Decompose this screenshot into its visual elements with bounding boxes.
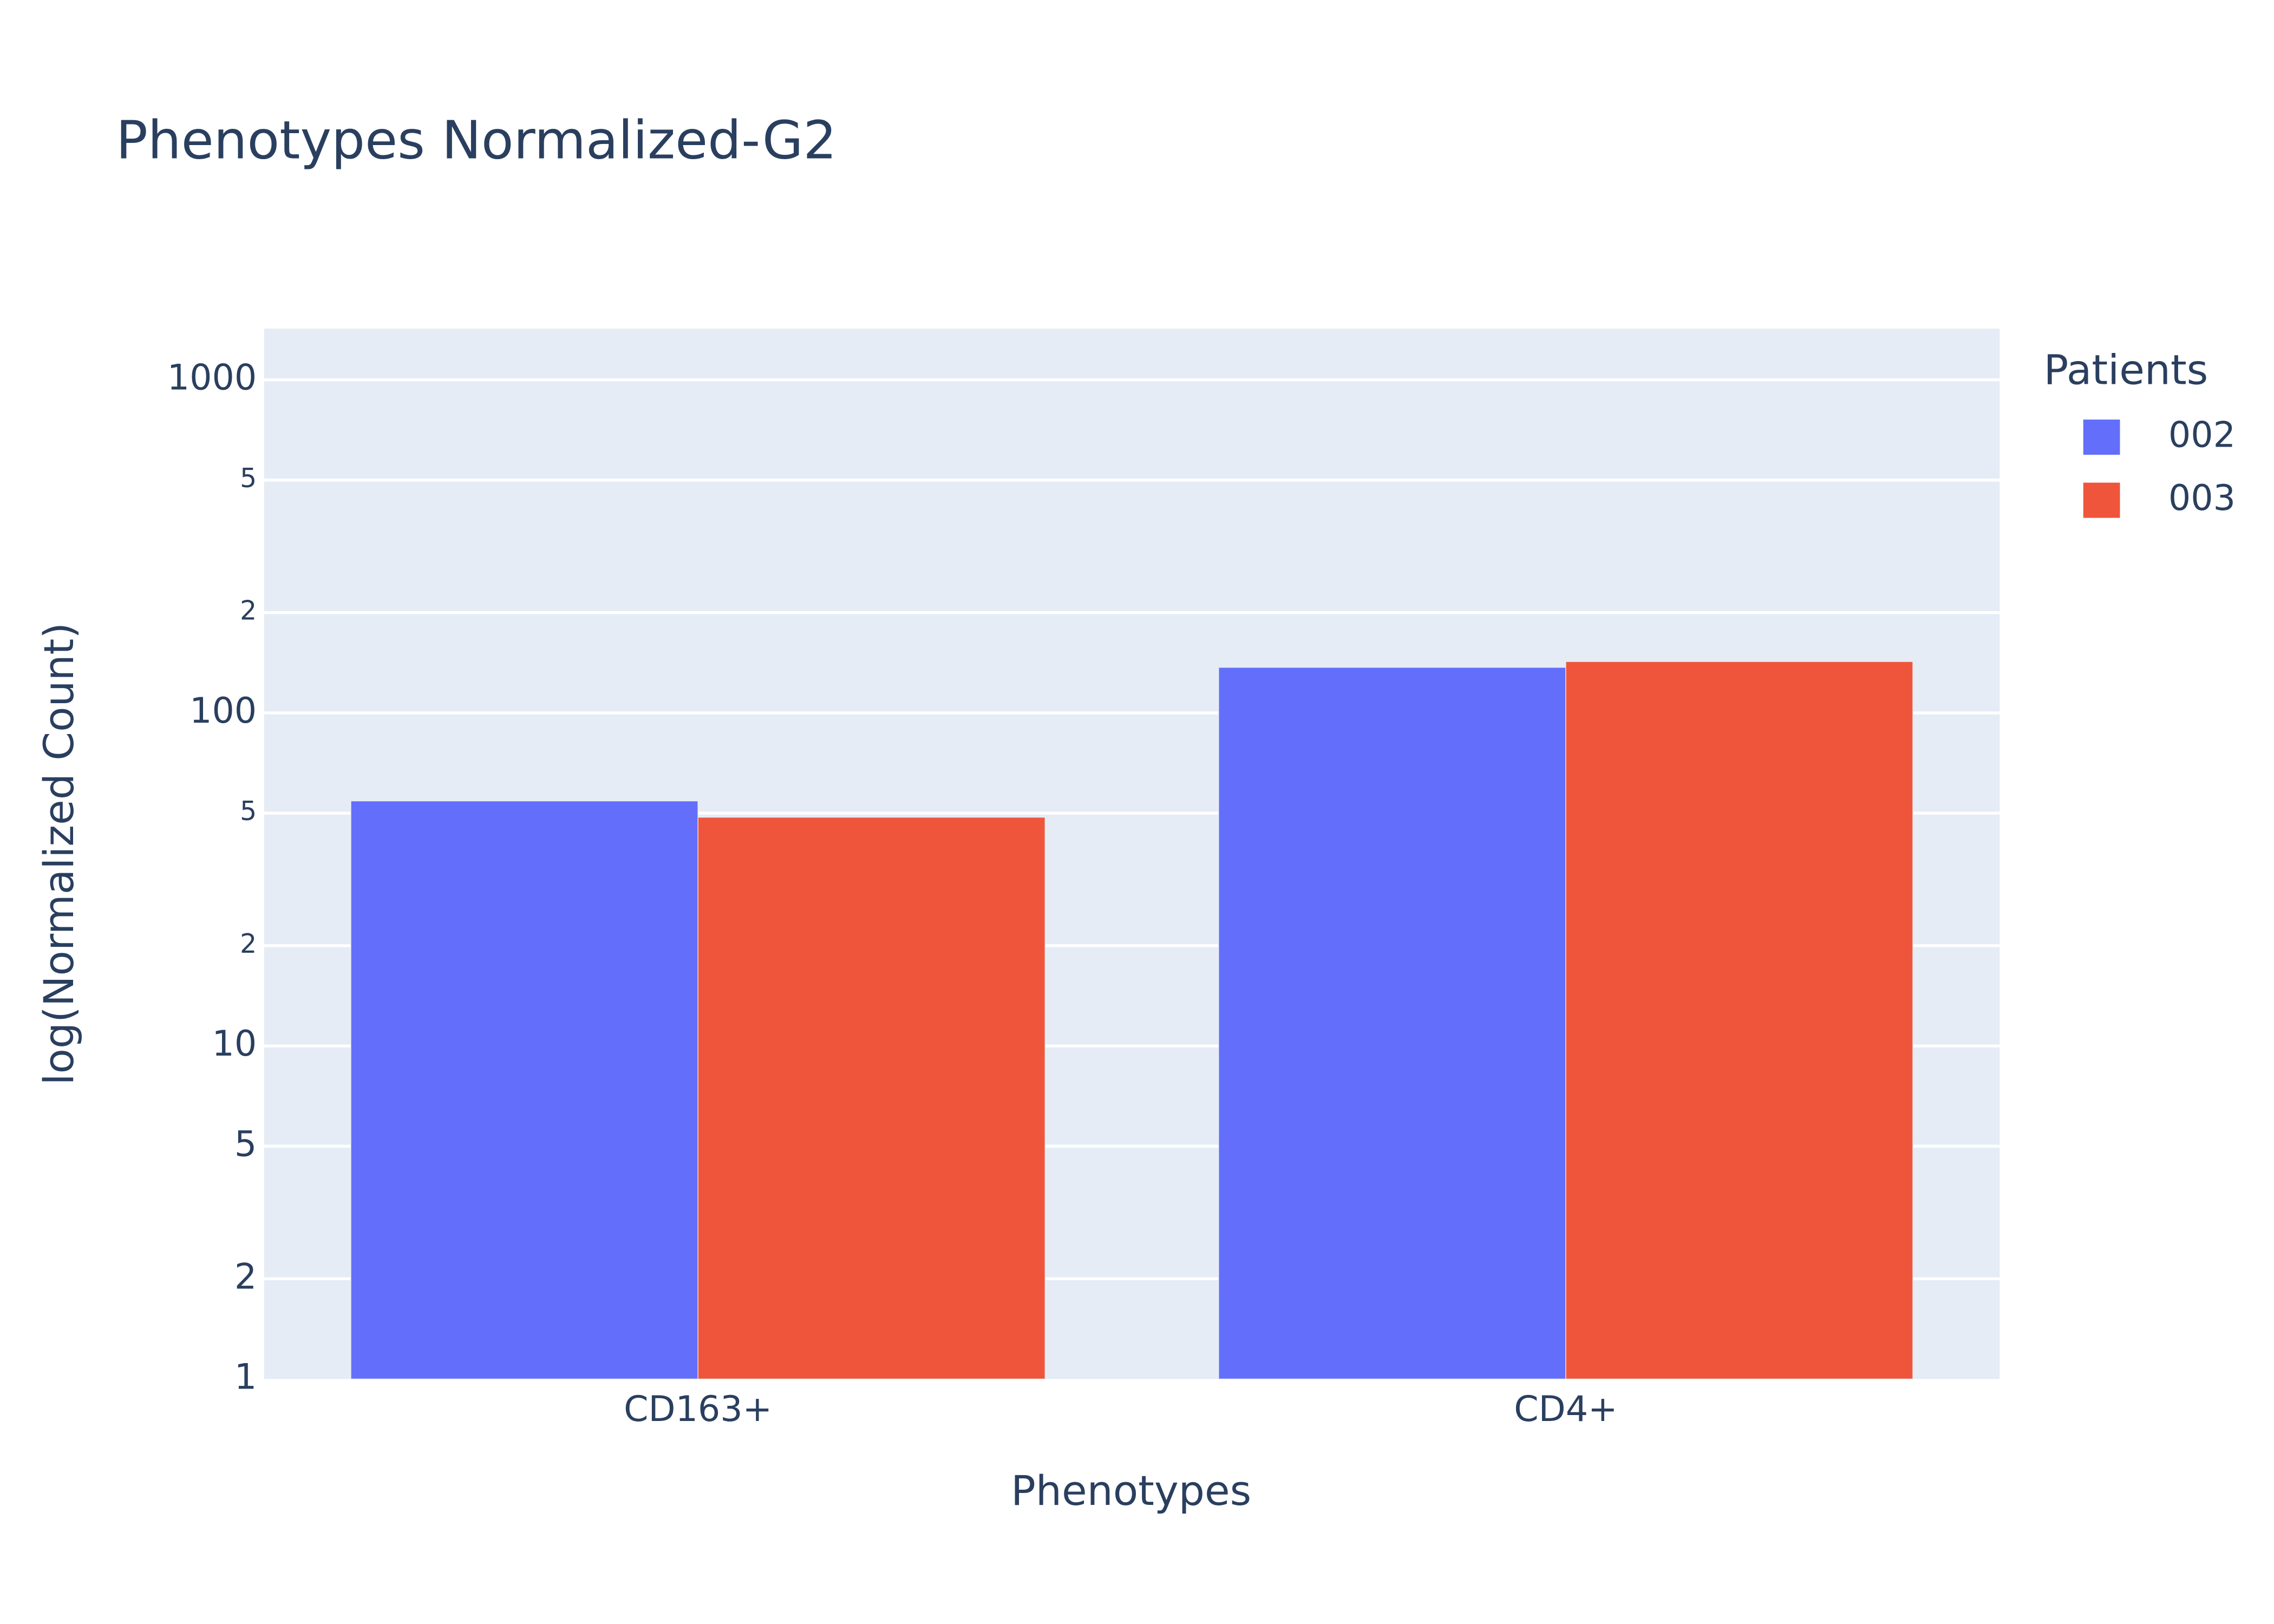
y-axis-title: log(Normalized Count) [35, 623, 83, 1085]
y-tick-label: 10 [212, 1024, 257, 1064]
legend-swatch [2083, 420, 2120, 455]
legend-swatch [2083, 482, 2120, 518]
y-tick-label: 2 [234, 1256, 257, 1297]
y-tick-label: 100 [190, 691, 257, 731]
y-tick-label: 1000 [167, 358, 257, 398]
x-axis-title: Phenotypes [1011, 1467, 1251, 1515]
bars [350, 661, 1913, 1380]
y-tick-label: 5 [240, 796, 257, 827]
bar [697, 817, 1045, 1380]
bar [1565, 661, 1913, 1380]
legend-label: 002 [2168, 415, 2236, 456]
x-tick-label: CD163+ [624, 1389, 772, 1430]
y-tick-label: 5 [234, 1124, 257, 1164]
bar [1218, 667, 1566, 1380]
bar [350, 800, 698, 1380]
chart-title: Phenotypes Normalized-G2 [116, 109, 837, 171]
legend-label: 003 [2168, 478, 2236, 519]
y-tick-label: 1 [234, 1357, 257, 1397]
legend-title: Patients [2044, 346, 2208, 394]
y-tick-label: 2 [240, 595, 257, 626]
x-tick-label: CD4+ [1514, 1389, 1617, 1430]
y-tick-label: 2 [240, 928, 257, 959]
y-tick-label: 5 [240, 463, 257, 494]
